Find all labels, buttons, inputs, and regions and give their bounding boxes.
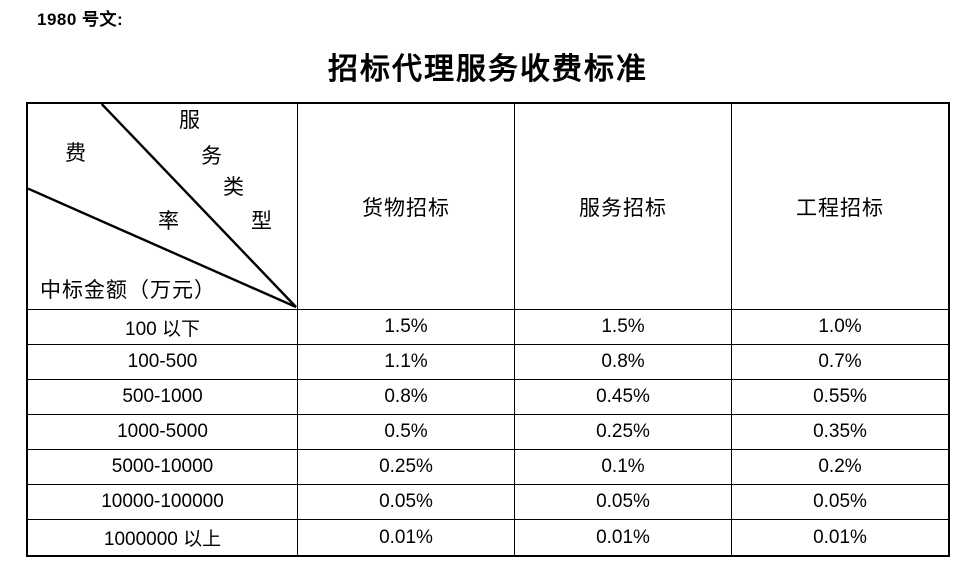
rate-cell: 0.2% — [732, 450, 948, 485]
row-range-cell: 100-500 — [28, 345, 298, 380]
diagonal-divider-lines — [28, 104, 297, 309]
table-corner-cell: 费 率 服 务 类 型 中标金额（万元） — [28, 104, 298, 310]
corner-service-type-char: 类 — [223, 175, 244, 199]
page-title: 招标代理服务收费标准 — [328, 53, 648, 86]
rate-cell: 0.05% — [298, 485, 515, 520]
rate-cell: 0.01% — [515, 520, 732, 555]
rate-cell: 0.8% — [515, 345, 732, 380]
column-header-engineering: 工程招标 — [732, 104, 948, 310]
row-axis-label: 中标金额（万元） — [40, 278, 216, 302]
rate-cell: 1.1% — [298, 345, 515, 380]
rate-cell: 1.0% — [732, 310, 948, 345]
document-number-label: 1980 号文: — [37, 10, 124, 29]
rate-cell: 0.7% — [732, 345, 948, 380]
fee-standard-table: 费 率 服 务 类 型 中标金额（万元） 货物招标 服务招标 工程招标 100 … — [26, 102, 950, 557]
row-range-cell: 500-1000 — [28, 380, 298, 415]
rate-cell: 0.01% — [298, 520, 515, 555]
corner-fee-rate-char: 费 — [65, 141, 86, 165]
rate-cell: 0.05% — [515, 485, 732, 520]
corner-service-type-char: 务 — [201, 144, 222, 168]
row-range-cell: 5000-10000 — [28, 450, 298, 485]
rate-cell: 0.5% — [298, 415, 515, 450]
rate-cell: 0.25% — [515, 415, 732, 450]
corner-service-type-char: 服 — [179, 108, 200, 132]
rate-cell: 1.5% — [515, 310, 732, 345]
rate-cell: 0.1% — [515, 450, 732, 485]
rate-cell: 0.35% — [732, 415, 948, 450]
rate-cell: 0.01% — [813, 526, 867, 548]
column-header-goods: 货物招标 — [298, 104, 515, 310]
rate-cell: 1.5% — [298, 310, 515, 345]
rate-cell: 0.55% — [732, 380, 948, 415]
rate-cell: 0.25% — [298, 450, 515, 485]
row-range-cell: 1000000 以上 — [28, 520, 298, 555]
row-range-cell: 10000-100000 — [28, 485, 298, 520]
row-range-cell: 1000-5000 — [28, 415, 298, 450]
corner-service-type-char: 型 — [251, 209, 272, 233]
column-header-services: 服务招标 — [515, 104, 732, 310]
corner-fee-rate-char: 率 — [158, 209, 179, 233]
rate-cell: 0.45% — [515, 380, 732, 415]
row-range-cell: 100 以下 — [28, 310, 298, 345]
rate-cell: 0.05% — [732, 485, 948, 520]
rate-cell: 0.8% — [298, 380, 515, 415]
